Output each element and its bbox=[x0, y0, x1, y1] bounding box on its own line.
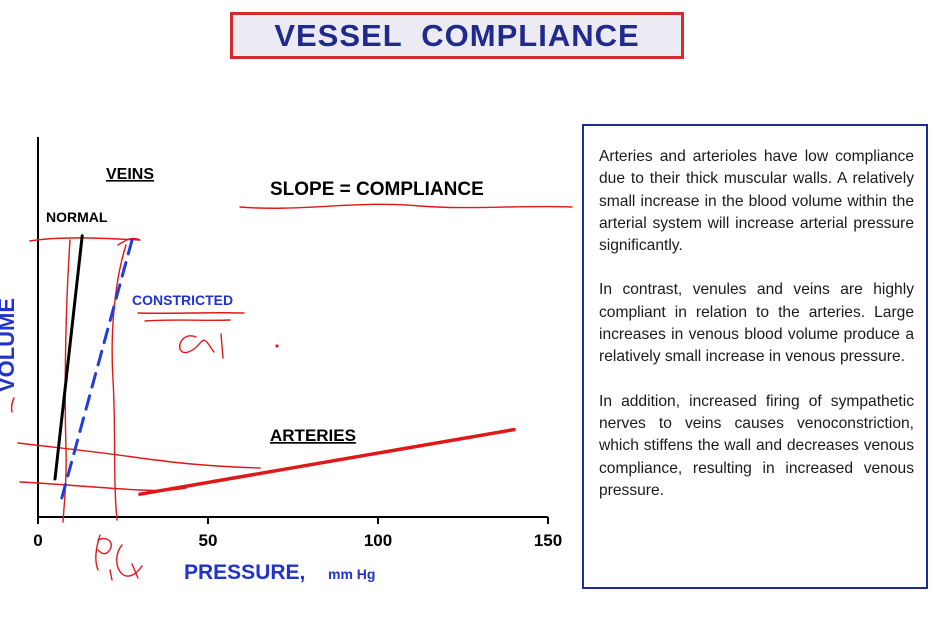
info-paragraph-3: In addition, increased firing of sympath… bbox=[599, 392, 914, 499]
x-tick-label-100: 100 bbox=[364, 531, 392, 550]
x-axis-label: PRESSURE, bbox=[184, 561, 305, 584]
chart-labels: 0 50 100 150 PRESSURE, mm Hg VOLUME VEINS SLOPE … bbox=[0, 166, 562, 584]
chart-axes bbox=[37, 137, 549, 524]
page-title: VESSEL COMPLIANCE bbox=[274, 17, 640, 53]
normal-label: NORMAL bbox=[46, 209, 108, 225]
handwritten-annotations bbox=[10, 203, 573, 581]
arteries-label: ARTERIES bbox=[270, 426, 356, 445]
constricted-label: CONSTRICTED bbox=[132, 292, 233, 308]
series-line-normal bbox=[53, 234, 84, 481]
title-box: VESSEL COMPLIANCE bbox=[230, 12, 684, 59]
ink-alpha-symbol bbox=[179, 333, 224, 359]
slope-label: SLOPE = COMPLIANCE bbox=[270, 179, 484, 200]
x-tick-label-50: 50 bbox=[199, 531, 218, 550]
ink-constricted-underline-2 bbox=[144, 319, 231, 322]
compliance-chart: 0 50 100 150 PRESSURE, mm Hg VOLUME VEINS SLOPE … bbox=[0, 137, 573, 584]
series-line-constricted bbox=[60, 234, 135, 500]
y-axis-label: VOLUME bbox=[0, 298, 19, 392]
x-axis-units: mm Hg bbox=[328, 566, 375, 582]
x-tick-label-0: 0 bbox=[33, 531, 42, 550]
ink-normal-bracket bbox=[62, 239, 71, 523]
info-paragraph-2: In contrast, venules and veins are highl… bbox=[599, 281, 914, 366]
ink-underline-slope bbox=[239, 203, 573, 209]
chart-series bbox=[53, 234, 516, 500]
veins-label: VEINS bbox=[106, 166, 154, 183]
ink-dot bbox=[275, 344, 279, 348]
ink-constricted-bracket bbox=[111, 244, 127, 521]
ink-constricted-underline-1 bbox=[137, 312, 245, 314]
ink-curve-bottom-1 bbox=[17, 442, 261, 469]
info-paragraph-1: Arteries and arterioles have low complia… bbox=[599, 148, 914, 255]
x-tick-label-150: 150 bbox=[534, 531, 562, 550]
series-line-arteries bbox=[138, 427, 516, 496]
ink-pressure-symbol bbox=[95, 534, 143, 581]
ink-left-mark bbox=[10, 397, 15, 413]
ink-top-scribble bbox=[29, 237, 141, 246]
info-box: Arteries and arterioles have low complia… bbox=[582, 124, 928, 589]
